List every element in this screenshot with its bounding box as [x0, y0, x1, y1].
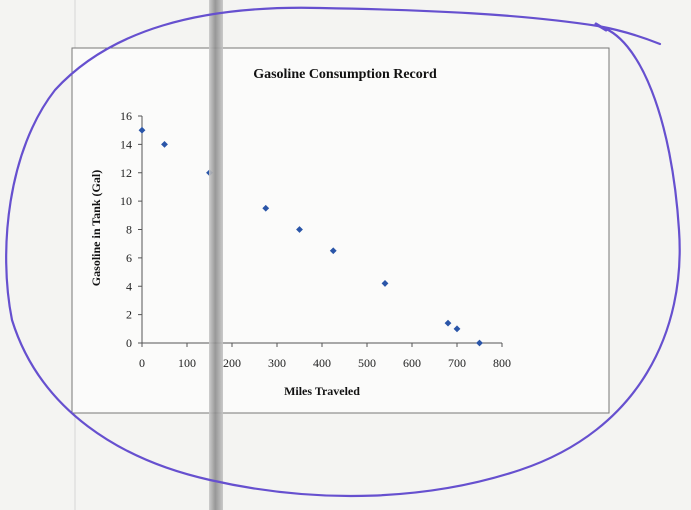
x-axis-ticks: 0 100 200 300 400 500 600 700 800 — [139, 343, 511, 370]
y-tick-label: 16 — [120, 109, 132, 123]
x-tick-label: 400 — [313, 356, 331, 370]
data-point-marker — [476, 339, 483, 347]
x-tick-label: 100 — [178, 356, 196, 370]
y-tick-label: 2 — [126, 308, 132, 322]
x-tick-label: 200 — [223, 356, 241, 370]
annotation-pen-mark — [594, 22, 608, 32]
y-tick-label: 12 — [120, 166, 132, 180]
chart-frame — [71, 47, 610, 414]
data-point-marker — [381, 280, 389, 287]
data-point-marker — [262, 204, 270, 212]
y-axis-ticks: 0 2 4 6 8 10 12 14 16 — [120, 109, 142, 350]
x-tick-label: 500 — [358, 356, 376, 370]
hand-drawn-circle-annotation — [5, 6, 681, 498]
data-point-marker — [296, 226, 303, 233]
y-tick-label: 14 — [120, 137, 132, 151]
data-point-marker — [453, 325, 461, 333]
x-tick-label: 600 — [403, 356, 421, 370]
data-point-marker — [161, 140, 168, 148]
y-tick-label: 0 — [126, 336, 132, 350]
y-axis-label: Gasoline in Tank (Gal) — [89, 170, 103, 286]
y-tick-label: 8 — [126, 223, 132, 237]
y-tick-label: 4 — [126, 279, 132, 293]
x-axis-label: Miles Traveled — [284, 384, 360, 398]
x-tick-label: 300 — [268, 356, 286, 370]
y-tick-label: 6 — [126, 251, 132, 265]
chart-title: Gasoline Consumption Record — [253, 67, 437, 82]
data-point-marker — [444, 319, 452, 327]
y-tick-label: 10 — [120, 194, 132, 208]
data-point-marker — [329, 247, 337, 255]
page-fold-shadow — [209, 0, 223, 510]
x-tick-label: 800 — [493, 356, 511, 370]
x-tick-label: 0 — [139, 356, 145, 370]
data-point-marker — [138, 126, 146, 134]
x-tick-label: 700 — [448, 356, 466, 370]
